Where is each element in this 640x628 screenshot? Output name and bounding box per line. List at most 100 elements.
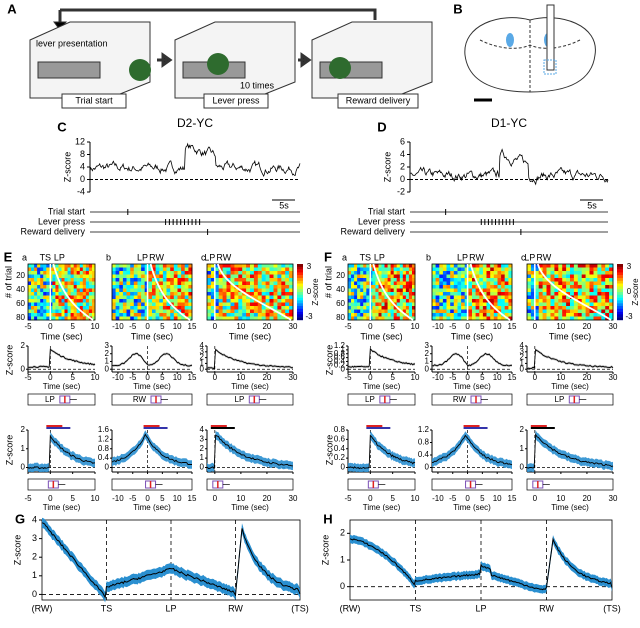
heatmap-cell	[366, 278, 370, 282]
heatmap-cell	[265, 306, 270, 310]
heatmap-cell	[372, 302, 376, 307]
heatmap-cell	[363, 299, 367, 303]
heatmap-cell	[144, 309, 149, 314]
heatmap-cell	[589, 292, 594, 296]
heatmap-cell	[58, 264, 62, 268]
y-tick-label: 0.8	[98, 444, 110, 453]
heatmap-cell	[475, 313, 480, 317]
heatmap-cell	[246, 267, 251, 272]
heatmap-cell	[273, 299, 278, 303]
heatmap-cell	[435, 292, 440, 296]
heatmap-cell	[479, 278, 484, 282]
y-tick-label: 0.8	[334, 425, 346, 434]
heatmap-cell	[269, 267, 274, 272]
heatmap-cell	[238, 271, 243, 275]
heatmap-cell	[61, 264, 65, 268]
x-tick-label: 15	[508, 494, 517, 503]
heatmap-cell	[242, 271, 247, 275]
heatmap-cell	[184, 278, 189, 282]
heatmap-cell	[360, 295, 364, 300]
heatmap-cell	[601, 267, 606, 272]
heatmap-cell	[61, 267, 65, 272]
heatmap-cell	[570, 285, 575, 289]
heatmap-cell	[597, 292, 602, 296]
heatmap-cell	[453, 302, 458, 307]
heatmap-cell	[609, 295, 614, 300]
heatmap-cell	[593, 264, 598, 268]
x-tick-label: 5	[390, 322, 395, 331]
heatmap-cell	[173, 288, 178, 293]
heatmap-cell	[144, 288, 149, 293]
heatmap-cell	[493, 271, 498, 275]
event-label: Trial start	[48, 206, 86, 216]
heatmap-cell	[396, 267, 401, 272]
heatmap-cell	[605, 302, 610, 307]
heatmap-cell	[399, 278, 404, 282]
heatmap-cell	[133, 302, 138, 307]
x-tick-label: 15	[508, 373, 517, 382]
heatmap-cell	[479, 267, 484, 272]
heatmap-cell	[402, 316, 407, 321]
heatmap-cell	[387, 313, 391, 317]
heatmap-cell	[375, 313, 379, 317]
heatmap-cell	[442, 264, 447, 268]
heatmap-cell	[550, 313, 555, 317]
heatmap-cell	[67, 302, 71, 307]
heatmap-cell	[357, 264, 361, 268]
colorbar-cell	[297, 308, 303, 312]
heatmap-cell	[390, 281, 394, 286]
x-tick-label: 0	[48, 494, 53, 503]
heatmap-cell	[566, 288, 571, 293]
heatmap-cell	[76, 316, 81, 321]
heatmap-cell	[64, 288, 68, 293]
heatmap-cell	[360, 274, 364, 279]
y-tick-label: 0	[80, 174, 85, 184]
mean-trace	[349, 537, 613, 591]
heatmap-cell	[468, 281, 473, 286]
heatmap-cell	[43, 285, 47, 289]
heatmap-cell	[37, 281, 41, 286]
heatmap-cell	[482, 274, 487, 279]
heatmap-cell	[166, 267, 171, 272]
heatmap-cell	[281, 271, 286, 275]
axis-label: Time (sec)	[43, 503, 81, 512]
heatmap-cell	[542, 271, 547, 275]
heatmap-cell	[122, 264, 127, 268]
heatmap-cell	[40, 285, 44, 289]
heatmap-cell	[31, 285, 35, 289]
box-label: RW	[133, 395, 147, 404]
heatmap-cell	[58, 299, 62, 303]
y-tick-label: 2	[21, 425, 26, 434]
colorbar-cell	[617, 289, 623, 293]
heatmap-cell	[281, 285, 286, 289]
heatmap-cell	[554, 306, 559, 310]
heatmap-cell	[363, 309, 367, 314]
heatmap-cell	[550, 309, 555, 314]
heatmap-cell	[133, 288, 138, 293]
heatmap-cell	[372, 306, 376, 310]
heatmap-cell	[234, 278, 239, 282]
heatmap-cell	[230, 313, 235, 317]
heatmap-cell	[61, 292, 65, 296]
heatmap-cell	[257, 292, 263, 296]
heatmap-cell	[357, 271, 361, 275]
heatmap-cell	[269, 302, 274, 307]
heatmap-cell	[115, 302, 120, 307]
heatmap-cell	[43, 292, 47, 296]
heatmap-cell	[378, 313, 382, 317]
y-tick-label: 1	[340, 554, 345, 564]
heatmap-cell	[37, 299, 41, 303]
heatmap-cell	[366, 313, 370, 317]
heatmap-cell	[468, 274, 473, 279]
heatmap-cell	[577, 271, 583, 275]
heatmap-cell	[396, 288, 401, 293]
heatmap-cell	[214, 278, 220, 282]
heatmap-cell	[405, 309, 410, 314]
heatmap-cell	[348, 299, 352, 303]
heatmap-cell	[148, 285, 153, 289]
heatmap-cell	[493, 295, 498, 300]
heatmap-cell	[207, 271, 212, 275]
heatmap-cell	[184, 281, 189, 286]
heatmap-cell	[188, 316, 193, 321]
heatmap-cell	[375, 264, 379, 268]
